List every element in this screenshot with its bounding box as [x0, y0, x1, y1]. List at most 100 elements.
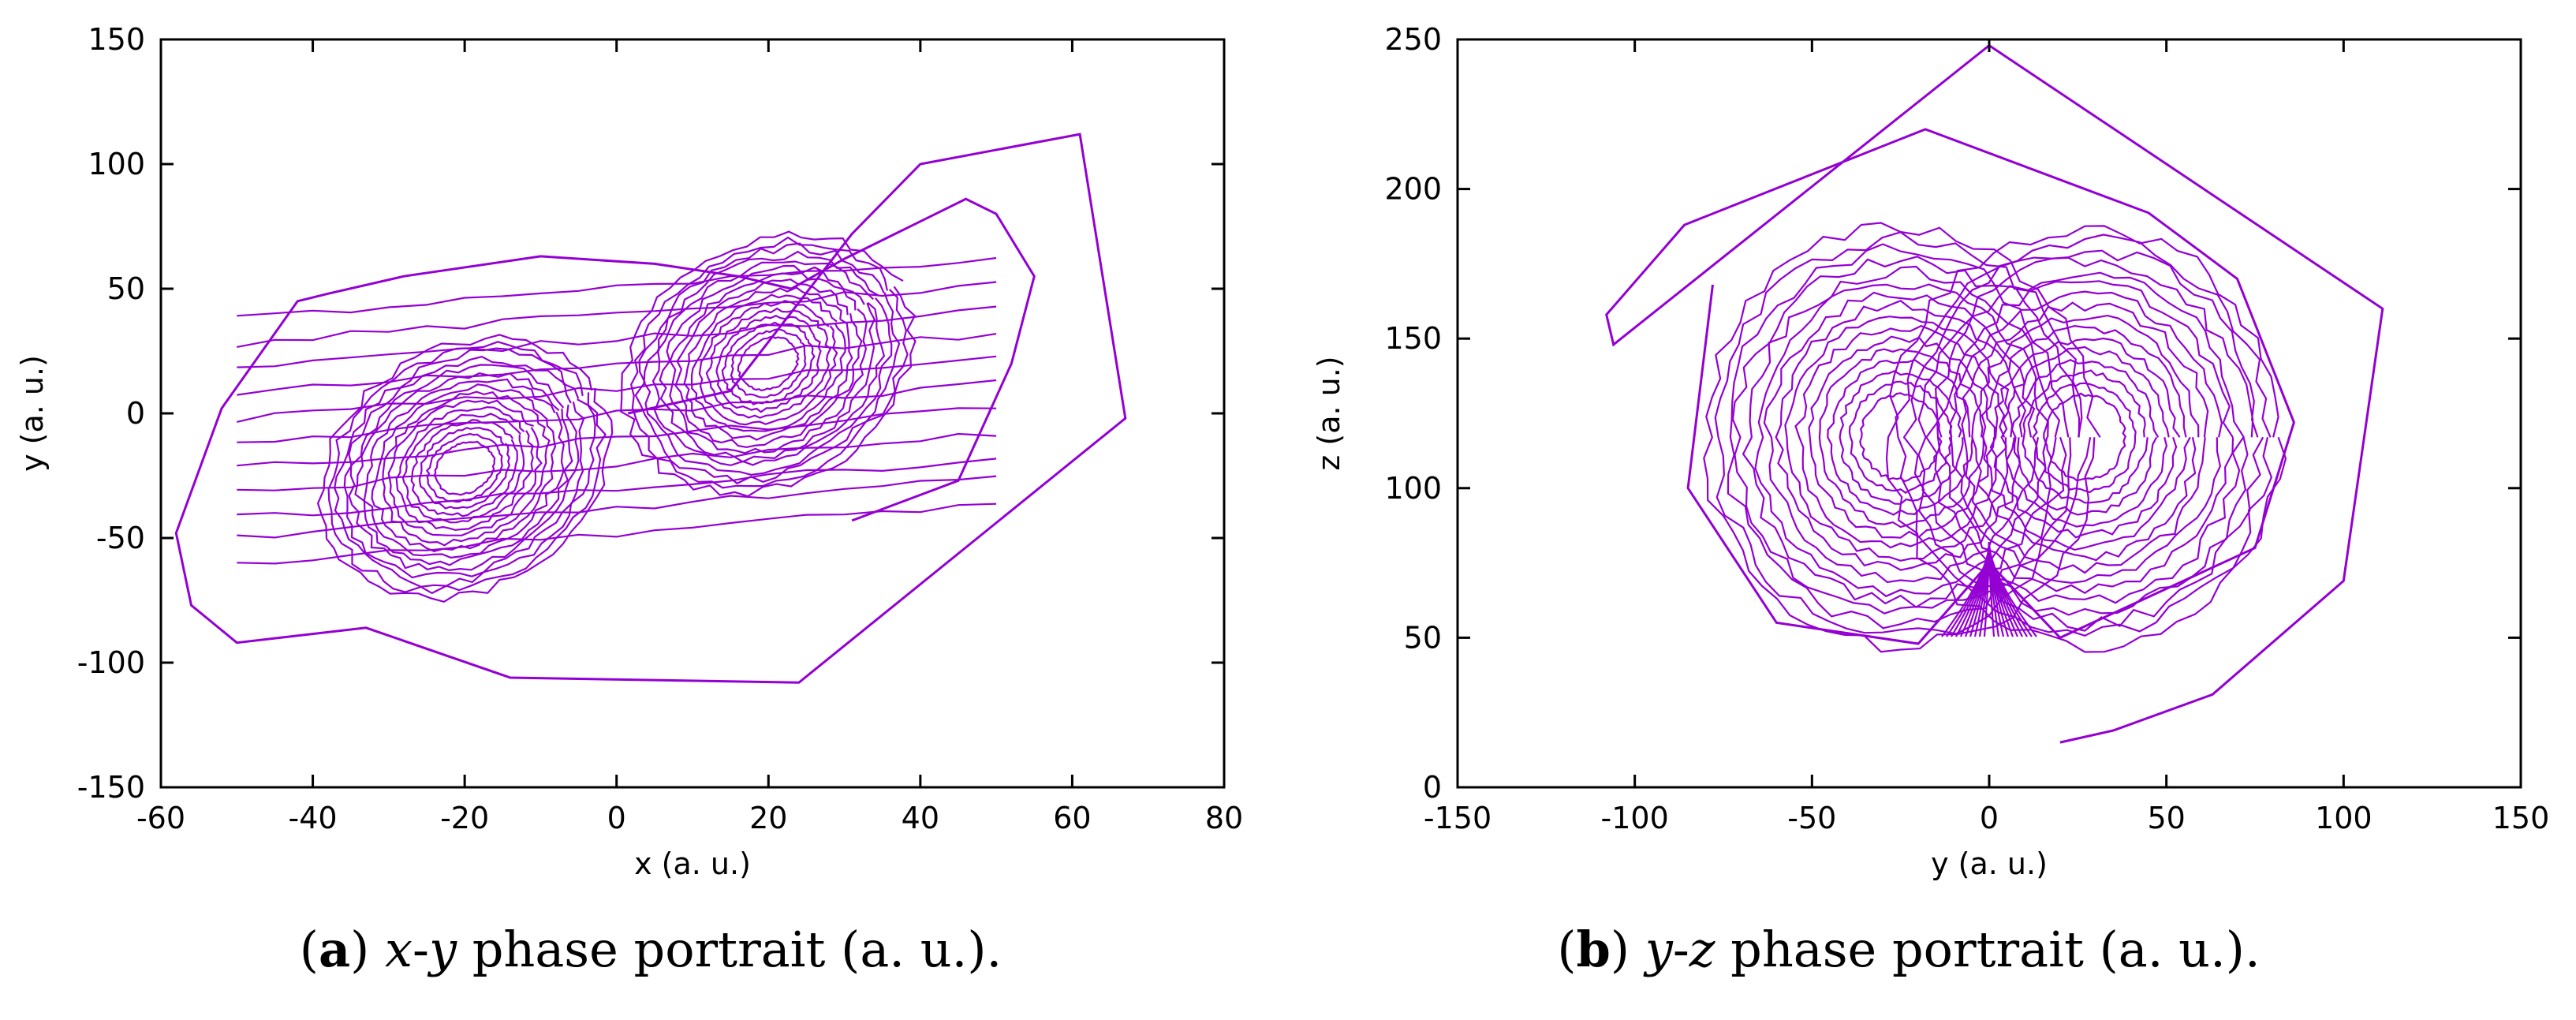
panel-b-ticks: -150 -100 -50 0 50 100 150 0 50 100 150 200 250 — [1384, 22, 2549, 835]
panel-a-y-tick-label: -100 — [77, 645, 145, 680]
panel-b-x-tick-label: 100 — [2315, 801, 2373, 835]
panel-a-x-axis-label: x (a. u.) — [634, 846, 751, 881]
panel-a-band-strand — [237, 458, 997, 517]
panel-a-lobe-0-loop — [334, 347, 596, 588]
panel-b-trajectory-body — [1605, 43, 2384, 744]
panel-b-lobe-1-loop — [1895, 234, 2273, 637]
panel-a-band-strand — [237, 355, 997, 423]
panel-a-caption-open-paren: ( — [300, 921, 319, 978]
panel-a-x-tick-label: 20 — [749, 801, 787, 835]
panel-a-x-tick-label: 80 — [1205, 801, 1243, 835]
panel-a-trajectory-body — [174, 133, 1127, 684]
panel-a-lobe-0-loop — [327, 341, 607, 595]
panel-a-lobe-1-loop — [674, 278, 863, 449]
panel-b-lobe-0-loop — [1818, 348, 1984, 529]
panel-a-xy-phase-portrait: -60 -40 -20 0 20 40 60 80 -150 -100 -50 0 50 100 150 x… — [15, 22, 1243, 978]
panel-b-x-tick-label: 50 — [2147, 801, 2185, 835]
panel-b-caption-close-paren: ) — [1611, 921, 1645, 978]
panel-b-lobe-0-loop — [1794, 324, 2007, 549]
panel-b-y-tick-label: 250 — [1384, 22, 1442, 57]
panel-b-y-axis-label: z (a. u.) — [1312, 356, 1346, 470]
panel-a-y-tick-label: 50 — [107, 271, 145, 306]
panel-b-lobe-1-loop — [1917, 256, 2254, 616]
panel-a-band-strand — [237, 407, 997, 467]
panel-b-x-tick-label: 0 — [1980, 801, 1999, 835]
panel-b-lobe-1-loop — [1949, 290, 2223, 585]
panel-b-caption-var2: z — [1689, 921, 1715, 978]
panel-b-lobe-1-loop — [1989, 337, 2181, 539]
panel-a-lobe-1-loop — [620, 230, 917, 498]
panel-a-caption-var1: x — [385, 921, 413, 978]
panel-a-lobe-0-loop — [348, 364, 580, 572]
panel-a-lobe-1-loop — [634, 242, 901, 485]
panel-b-lobe-0-loop — [1775, 299, 2027, 571]
panel-a-y-tick-label: -150 — [77, 770, 145, 805]
panel-a-x-tick-label: 60 — [1053, 801, 1091, 835]
panel-b-lobe-0-loop — [1808, 335, 1996, 539]
panel-a-trajectory — [174, 133, 1127, 684]
panel-b-caption-sep: - — [1673, 921, 1689, 978]
panel-a-lobe-0-loop — [395, 405, 534, 531]
panel-a-caption-close-paren: ) — [350, 921, 385, 978]
panel-b-lobe-1-loop — [2010, 358, 2160, 516]
panel-b-x-axis-label: y (a. u.) — [1931, 846, 2048, 881]
panel-b-lobe-0-loop — [1714, 231, 2092, 635]
panel-a-lobe-0-loop — [433, 440, 496, 496]
panel-b-lobe-1-loop — [1936, 280, 2234, 594]
panel-a-lobe-0-loop — [343, 356, 585, 579]
panel-a-y-axis-label: y (a. u.) — [15, 355, 50, 472]
panel-a-band-strand — [237, 333, 997, 396]
panel-b-x-tick-label: -150 — [1424, 801, 1491, 835]
panel-a-lobe-1-loop — [721, 321, 816, 405]
panel-a-band-strand — [237, 281, 997, 348]
panel-b-lobe-1-loop — [2022, 369, 2149, 504]
panel-a-ticks: -60 -40 -20 0 20 40 60 80 -150 -100 -50 0 50 100 150 — [77, 22, 1243, 835]
panel-b-y-tick-label: 200 — [1384, 172, 1442, 207]
panel-a-lobe-1-loop — [698, 300, 838, 426]
panel-a-y-tick-label: -50 — [96, 521, 145, 555]
panel-a-lobe-1-loop — [690, 293, 846, 432]
panel-b-lobe-1-loop — [2043, 392, 2127, 482]
panel-b-panel-label: b — [1577, 921, 1611, 978]
panel-a-caption-var2: y — [427, 921, 457, 978]
panel-b-lobe-0-loop — [1839, 370, 1964, 505]
panel-a-x-tick-label: -20 — [440, 801, 489, 835]
panel-b-caption-var1: y — [1643, 921, 1674, 978]
panel-a-band-strand — [237, 432, 997, 491]
panel-b-lobe-1-loop — [2000, 346, 2170, 528]
panel-a-x-tick-label: -60 — [136, 801, 185, 835]
panel-b-x-tick-label: -50 — [1787, 801, 1836, 835]
panel-a-lobe-0-loop — [401, 413, 525, 524]
panel-b-outer-trajectory — [1605, 43, 2384, 744]
panel-b-caption-rest: phase portrait (a. u.). — [1715, 921, 2260, 978]
panel-b-x-tick-label: -100 — [1601, 801, 1669, 835]
panel-b-lobe-0-loop — [1727, 243, 2081, 630]
panel-a-outer-trajectory — [174, 133, 1127, 684]
panel-b-y-tick-label: 100 — [1384, 471, 1442, 506]
panel-a-lobe-1-loop — [643, 250, 893, 476]
panel-a-band-strand — [237, 503, 997, 565]
panel-b-lobe-1-loop — [1902, 249, 2264, 632]
panel-a-y-tick-label: 150 — [88, 22, 145, 57]
panel-a-caption-sep: - — [413, 921, 429, 978]
panel-b-lobe-1-loop — [1981, 324, 2191, 551]
panel-b-lobe-1-loop — [1971, 314, 2200, 562]
panel-a-panel-label: a — [319, 921, 350, 978]
panel-a-y-tick-label: 100 — [88, 147, 145, 181]
panel-a-lobe-1-loop — [651, 260, 886, 466]
panel-b-y-tick-label: 50 — [1404, 620, 1442, 655]
panel-a-band-strand — [237, 475, 997, 539]
panel-b-lobe-1-loop — [1961, 301, 2209, 574]
panel-a-lobe-0-loop — [382, 390, 551, 547]
panel-b-trajectory — [1605, 43, 2384, 744]
panel-a-lobe-0-loop — [371, 383, 557, 552]
panel-b-y-tick-label: 0 — [1423, 770, 1442, 805]
panel-b-lobe-0-loop — [1754, 283, 2049, 598]
panel-a-x-tick-label: 0 — [607, 801, 626, 835]
panel-a-lobe-0-loop — [316, 334, 614, 603]
panel-b-lobe-0-loop — [1859, 392, 1943, 483]
panel-b-y-tick-label: 150 — [1384, 321, 1442, 356]
panel-a-y-tick-label: 0 — [126, 396, 145, 431]
